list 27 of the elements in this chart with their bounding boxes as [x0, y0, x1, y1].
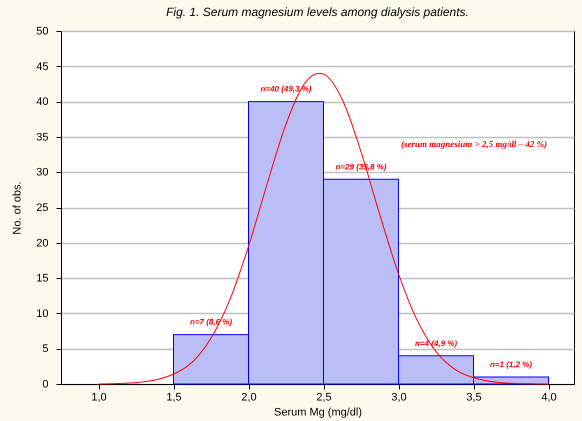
y-tick-label: 30	[36, 166, 48, 179]
data-label: n=40 (49,3 %)	[260, 84, 312, 94]
x-tick-label: 3,0	[391, 392, 407, 404]
chart-title: Fig. 1. Serum magnesium levels among dialysis patients.	[166, 5, 469, 19]
data-label: n=4 (4,9 %)	[414, 338, 458, 348]
y-tick-label: 35	[36, 131, 48, 144]
annotation: (serum magnesium > 2,5 mg/dl – 42 %)	[400, 139, 548, 149]
x-tick-label: 1,5	[166, 392, 182, 404]
data-label: n=1 (1,2 %)	[490, 360, 532, 369]
y-axis-title: No. of obs.	[11, 181, 24, 235]
y-tick-label: 15	[36, 272, 48, 285]
y-tick-label: 45	[36, 60, 48, 73]
x-tick-label: 3,5	[466, 392, 482, 404]
x-axis-title: Serum Mg (mg/dl)	[274, 406, 362, 418]
line-series	[98, 72, 549, 384]
y-tick-label: 0	[42, 378, 48, 390]
x-tick-label: 4,0	[541, 392, 557, 404]
x-tick-label: 2,5	[316, 392, 332, 404]
x-tick-label: 2,0	[241, 392, 257, 404]
y-tick-label: 5	[42, 343, 48, 356]
y-tick-label: 50	[36, 26, 48, 38]
data-label: n=7 (8,6 %)	[190, 318, 232, 327]
y-tick-label: 20	[36, 237, 48, 250]
y-tick-label: 10	[36, 308, 48, 320]
y-tick-label: 40	[36, 96, 48, 108]
x-tick-label: 1,0	[91, 392, 107, 404]
y-tick-label: 25	[36, 202, 48, 214]
